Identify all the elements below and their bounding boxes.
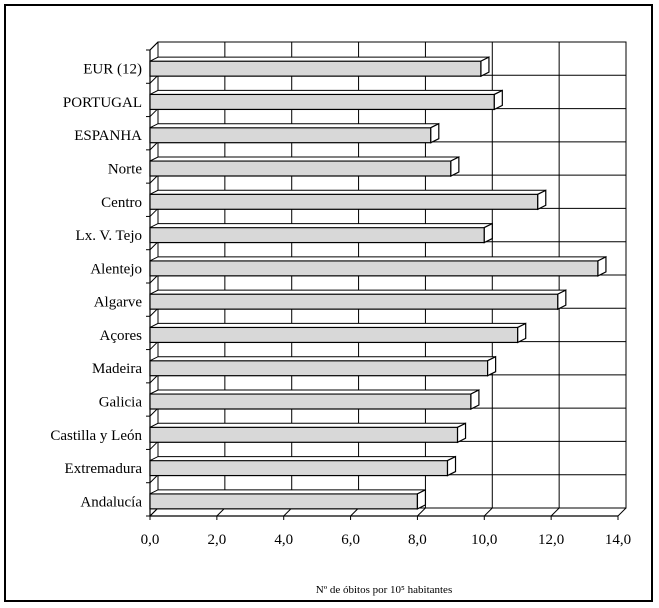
bar-top-face <box>149 422 466 428</box>
bar <box>149 226 485 244</box>
bar-top-face <box>149 456 456 462</box>
bar-end-face <box>597 255 607 277</box>
bar-top-face <box>149 322 526 328</box>
category-label: Extremadura <box>65 461 143 477</box>
bar-top-face <box>149 156 460 162</box>
bar <box>149 360 489 377</box>
grid-line-floor <box>617 507 627 517</box>
bar-top-face <box>149 223 493 229</box>
bar <box>149 459 449 477</box>
x-tick-label: 4,0 <box>274 532 293 548</box>
grid-line-floor <box>417 507 426 517</box>
category-label: Andalucía <box>80 494 142 510</box>
category-label: Madeira <box>92 361 142 377</box>
category-label: Alentejo <box>90 261 142 277</box>
bar <box>149 493 419 510</box>
bar-top-face <box>149 56 490 62</box>
x-tick-label: 6,0 <box>341 532 360 548</box>
bar <box>149 393 472 410</box>
bar-end-face <box>416 488 427 510</box>
bar-end-face <box>446 455 457 477</box>
bar <box>149 193 539 210</box>
category-label: Norte <box>108 162 142 178</box>
side-wall-top <box>149 41 159 51</box>
bar-end-face <box>456 422 467 444</box>
x-tick-label: 10,0 <box>471 532 497 548</box>
bar <box>149 60 482 77</box>
bar <box>149 426 459 443</box>
bar-top-face <box>149 189 546 195</box>
x-tick-label: 8,0 <box>408 532 427 548</box>
category-label: PORTUGAL <box>63 95 142 111</box>
bar-end-face <box>517 322 527 344</box>
bar-top-face <box>149 123 440 129</box>
bar-end-face <box>537 189 547 211</box>
bar <box>149 326 519 344</box>
bar-top-face <box>149 489 426 495</box>
x-axis-title: Nº de óbitos por 10⁵ habitantes <box>316 584 452 596</box>
category-label: Lx. V. Tejo <box>76 228 142 244</box>
category-label: Açores <box>100 328 143 344</box>
bar-end-face <box>493 89 503 111</box>
bar-top-face <box>149 356 496 362</box>
bar-end-face <box>450 156 460 177</box>
bar <box>149 93 495 111</box>
bar-top-face <box>149 89 503 95</box>
grid-line-floor <box>550 507 560 517</box>
x-tick-label: 12,0 <box>538 532 564 548</box>
category-label: ESPANHA <box>74 128 142 144</box>
x-tick-label: 2,0 <box>207 532 226 548</box>
bar <box>149 293 559 310</box>
bar <box>149 260 599 277</box>
bar <box>149 127 432 144</box>
bar-end-face <box>470 389 480 410</box>
x-tick-label: 0,0 <box>141 532 160 548</box>
category-label: Galicia <box>99 395 143 411</box>
bar-top-face <box>149 289 567 295</box>
grid-line-floor <box>483 507 493 517</box>
bar-end-face <box>487 355 497 377</box>
bar-end-face <box>480 56 490 78</box>
bar <box>149 160 452 177</box>
bar-top-face <box>149 389 480 395</box>
bar-top-face <box>149 256 607 262</box>
bar-end-face <box>430 122 440 144</box>
category-label: Castilla y León <box>50 428 142 444</box>
category-label: Centro <box>101 195 142 211</box>
bar-end-face <box>483 222 493 244</box>
x-tick-label: 14,0 <box>605 532 631 548</box>
category-label: Algarve <box>94 295 143 311</box>
bar-end-face <box>557 289 567 311</box>
category-label: EUR (12) <box>83 62 142 78</box>
